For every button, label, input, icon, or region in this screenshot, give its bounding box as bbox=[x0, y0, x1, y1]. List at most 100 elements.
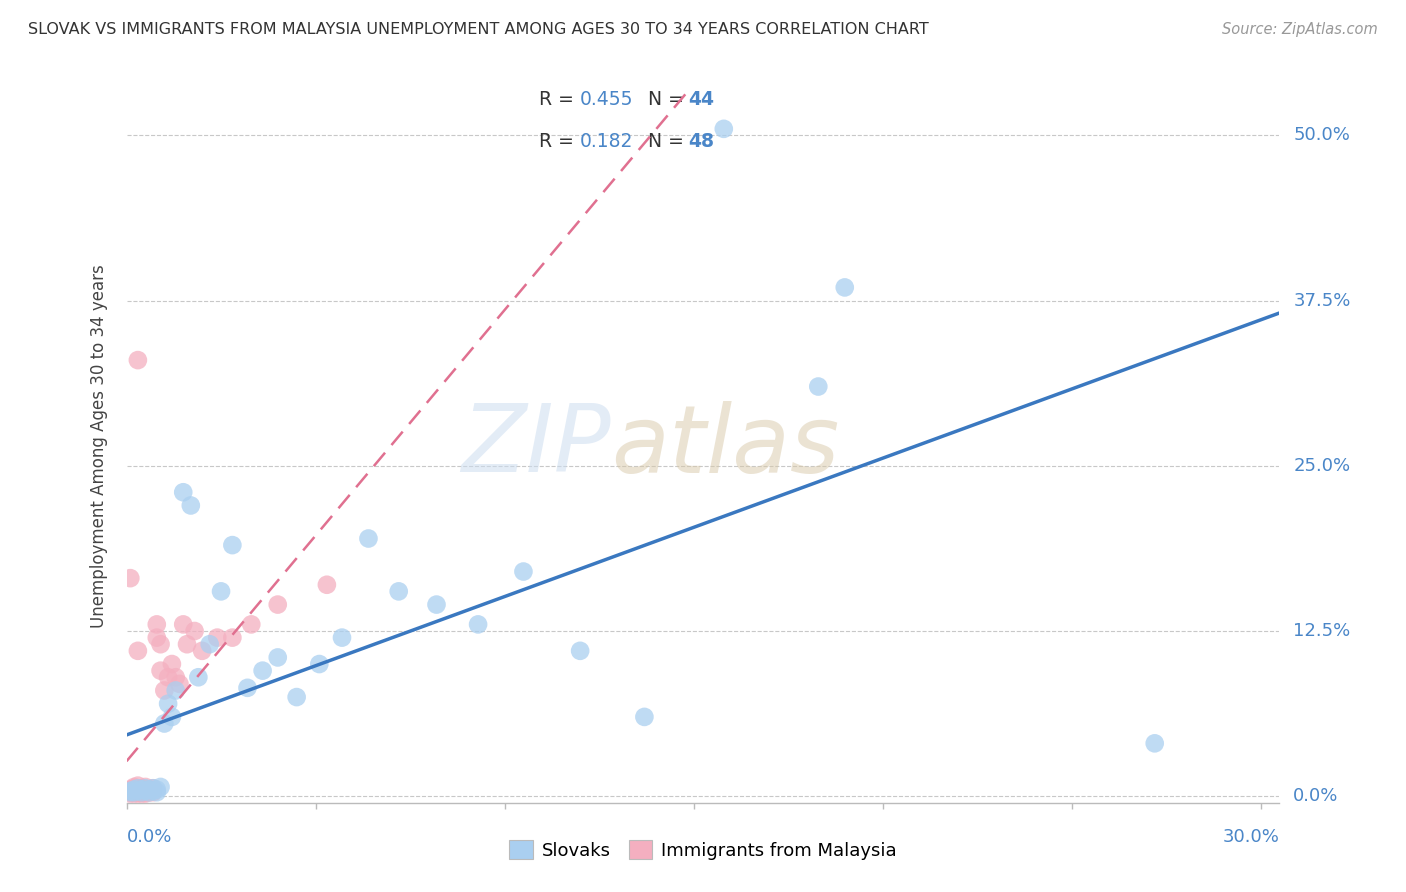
Point bbox=[127, 785, 149, 799]
Point bbox=[142, 784, 165, 798]
Point bbox=[146, 785, 169, 799]
Point bbox=[240, 617, 263, 632]
Point bbox=[157, 670, 180, 684]
Point bbox=[267, 598, 290, 612]
Point bbox=[127, 644, 149, 658]
Point bbox=[569, 644, 592, 658]
Point bbox=[330, 631, 353, 645]
Text: 30.0%: 30.0% bbox=[1223, 828, 1279, 846]
Point bbox=[120, 782, 142, 797]
Point bbox=[120, 785, 142, 799]
Point bbox=[120, 784, 142, 798]
Point bbox=[236, 681, 259, 695]
Point bbox=[142, 785, 165, 799]
Point bbox=[122, 787, 145, 801]
Point bbox=[146, 631, 169, 645]
Point bbox=[122, 785, 145, 799]
Point bbox=[633, 710, 655, 724]
Text: 50.0%: 50.0% bbox=[1294, 127, 1350, 145]
Point bbox=[138, 782, 160, 797]
Point bbox=[160, 657, 183, 671]
Point bbox=[120, 571, 142, 585]
Point bbox=[127, 787, 149, 801]
Point bbox=[131, 784, 153, 798]
Point bbox=[134, 787, 156, 801]
Point bbox=[209, 584, 232, 599]
Text: 48: 48 bbox=[688, 132, 714, 151]
Text: 0.182: 0.182 bbox=[579, 132, 633, 151]
Point bbox=[134, 785, 156, 799]
Point bbox=[153, 683, 176, 698]
Point bbox=[122, 780, 145, 794]
Point bbox=[134, 780, 156, 794]
Point bbox=[198, 637, 221, 651]
Point bbox=[122, 781, 145, 796]
Point bbox=[221, 538, 243, 552]
Point bbox=[122, 784, 145, 798]
Point bbox=[131, 782, 153, 797]
Point bbox=[127, 781, 149, 796]
Point bbox=[176, 637, 198, 651]
Text: N =: N = bbox=[648, 132, 689, 151]
Text: ZIP: ZIP bbox=[461, 401, 610, 491]
Point bbox=[187, 670, 209, 684]
Point bbox=[153, 716, 176, 731]
Point bbox=[357, 532, 380, 546]
Point bbox=[138, 785, 160, 799]
Point bbox=[172, 485, 194, 500]
Point bbox=[713, 121, 735, 136]
Point bbox=[131, 785, 153, 799]
Point bbox=[252, 664, 274, 678]
Text: 0.0%: 0.0% bbox=[127, 828, 172, 846]
Text: 25.0%: 25.0% bbox=[1294, 457, 1351, 475]
Text: R =: R = bbox=[540, 132, 581, 151]
Point bbox=[122, 785, 145, 799]
Point bbox=[146, 782, 169, 797]
Point bbox=[142, 781, 165, 796]
Point bbox=[267, 650, 290, 665]
Point bbox=[149, 637, 172, 651]
Point bbox=[388, 584, 411, 599]
Text: R =: R = bbox=[540, 90, 581, 110]
Point bbox=[120, 784, 142, 798]
Point bbox=[512, 565, 534, 579]
Point bbox=[149, 780, 172, 794]
Point bbox=[165, 670, 187, 684]
Text: 0.0%: 0.0% bbox=[1294, 788, 1339, 805]
Point bbox=[191, 644, 214, 658]
Y-axis label: Unemployment Among Ages 30 to 34 years: Unemployment Among Ages 30 to 34 years bbox=[90, 264, 108, 628]
Point bbox=[207, 631, 229, 645]
Point bbox=[127, 353, 149, 368]
Point bbox=[172, 617, 194, 632]
Text: N =: N = bbox=[648, 90, 689, 110]
Point bbox=[127, 782, 149, 797]
Legend: Slovaks, Immigrants from Malaysia: Slovaks, Immigrants from Malaysia bbox=[501, 831, 905, 869]
Point bbox=[425, 598, 447, 612]
Point bbox=[165, 683, 187, 698]
Text: atlas: atlas bbox=[610, 401, 839, 491]
Text: 37.5%: 37.5% bbox=[1294, 292, 1351, 310]
Point bbox=[131, 787, 153, 801]
Point bbox=[160, 710, 183, 724]
Text: SLOVAK VS IMMIGRANTS FROM MALAYSIA UNEMPLOYMENT AMONG AGES 30 TO 34 YEARS CORREL: SLOVAK VS IMMIGRANTS FROM MALAYSIA UNEMP… bbox=[28, 22, 929, 37]
Point bbox=[221, 631, 243, 645]
Point bbox=[138, 785, 160, 799]
Point bbox=[308, 657, 330, 671]
Point bbox=[183, 624, 205, 638]
Point bbox=[807, 379, 830, 393]
Text: 0.455: 0.455 bbox=[579, 90, 633, 110]
Point bbox=[285, 690, 308, 704]
Point bbox=[834, 280, 856, 294]
Point bbox=[467, 617, 489, 632]
Point bbox=[127, 779, 149, 793]
Point bbox=[127, 781, 149, 796]
Point bbox=[120, 785, 142, 799]
Point bbox=[120, 787, 142, 801]
Point bbox=[127, 784, 149, 798]
Point bbox=[134, 784, 156, 798]
Text: 12.5%: 12.5% bbox=[1294, 622, 1351, 640]
Text: 44: 44 bbox=[688, 90, 714, 110]
Text: Source: ZipAtlas.com: Source: ZipAtlas.com bbox=[1222, 22, 1378, 37]
Point bbox=[134, 782, 156, 797]
Point bbox=[134, 781, 156, 796]
